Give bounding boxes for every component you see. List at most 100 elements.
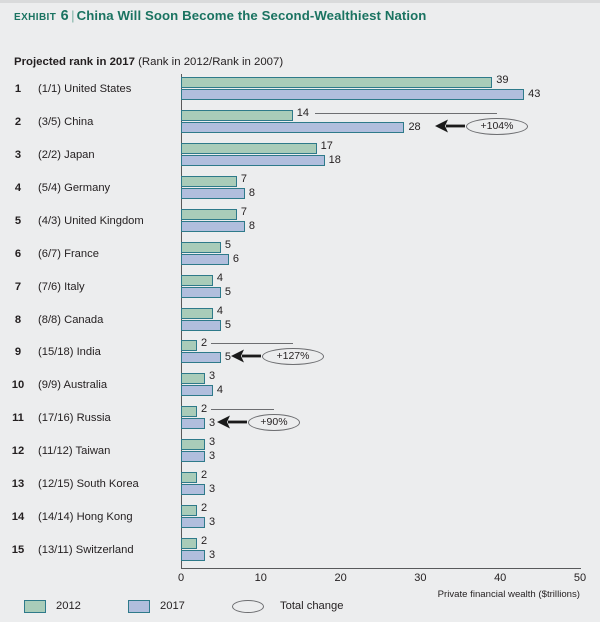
row-rank-number: 12 <box>11 445 25 458</box>
chart-row: 11 (17/16) Russia 2 3 +90% <box>0 403 600 436</box>
chart-row: 12 (11/12) Taiwan 3 3 <box>0 436 600 469</box>
row-rank-number: 10 <box>11 379 25 392</box>
row-historic-rank: (1/1) <box>38 83 62 95</box>
row-rank-number: 14 <box>11 511 25 524</box>
bar-2017 <box>181 154 325 166</box>
row-country-label: (17/16) Russia <box>38 412 111 424</box>
x-axis-tick-label: 50 <box>573 572 587 584</box>
row-historic-rank: (3/5) <box>38 115 62 128</box>
bar-2017 <box>181 121 405 133</box>
bar-value-2012: 4 <box>216 271 224 284</box>
row-country-label: (11/12) Taiwan <box>38 445 110 457</box>
bar-2017 <box>181 89 525 100</box>
annotation-leader-line <box>210 409 274 411</box>
row-country-name: South Korea <box>76 478 139 491</box>
bar-value-2017: 5 <box>224 351 232 364</box>
row-historic-rank: (8/8) <box>38 313 62 326</box>
row-rank-number: 3 <box>14 148 22 161</box>
row-rank-number: 11 <box>12 412 24 425</box>
bar-2012 <box>181 241 221 253</box>
title-separator: | <box>71 8 75 23</box>
row-rank-number: 1 <box>14 83 22 95</box>
row-country-label: (14/14) Hong Kong <box>38 511 133 523</box>
row-historic-rank: (4/3) <box>38 214 62 227</box>
chart-row: 1 (1/1) United States 39 43 <box>0 74 600 107</box>
bar-2017 <box>181 517 205 529</box>
chart-row: 8 (8/8) Canada 4 5 <box>0 305 600 338</box>
bar-2017 <box>181 253 229 265</box>
bar-value-2017: 8 <box>248 186 255 199</box>
row-historic-rank: (7/6) <box>38 280 62 293</box>
chart-row: 14 (14/14) Hong Kong 2 3 <box>0 502 600 535</box>
bar-2012 <box>181 109 293 121</box>
bar-value-2017: 18 <box>328 153 341 166</box>
row-country-label: (1/1) United States <box>38 83 131 95</box>
x-axis-tick-label: 30 <box>414 572 427 584</box>
total-change-annotation: +127% <box>262 348 324 366</box>
bar-2012 <box>181 373 205 385</box>
bar-value-2017: 6 <box>232 252 239 265</box>
bar-2017 <box>181 451 205 463</box>
bar-value-2017: 3 <box>208 516 216 529</box>
row-historic-rank: (14/14) <box>38 511 74 524</box>
chart-row: 2 (3/5) China 14 28 +104% <box>0 107 600 140</box>
bar-2012 <box>181 77 493 88</box>
bar-value-2012: 14 <box>296 106 309 119</box>
bar-value-2017: 3 <box>208 483 216 496</box>
row-historic-rank: (6/7) <box>38 247 62 260</box>
row-historic-rank: (9/9) <box>38 379 62 392</box>
legend-item-total-change: Total change <box>232 598 382 618</box>
legend-swatch-2017-icon <box>128 600 150 613</box>
row-historic-rank: (5/4) <box>38 181 62 194</box>
bar-2017 <box>181 484 205 496</box>
row-country-label: (2/2) Japan <box>38 149 95 161</box>
chart-row: 6 (6/7) France 5 6 <box>0 239 600 272</box>
bar-value-2012: 2 <box>200 403 208 416</box>
bar-2017 <box>181 385 213 397</box>
bar-2012 <box>181 340 197 352</box>
bar-value-2012: 7 <box>240 205 247 218</box>
bar-2017 <box>181 187 245 199</box>
row-country-label: (7/6) Italy <box>38 281 85 293</box>
row-country-name: Italy <box>64 280 85 293</box>
legend-label-total-change: Total change <box>280 600 344 612</box>
bar-2012 <box>181 439 205 451</box>
chart-row: 13 (12/15) South Korea 2 3 <box>0 469 600 502</box>
bar-value-2012: 2 <box>200 502 208 515</box>
chart-row: 5 (4/3) United Kingdom 7 8 <box>0 206 600 239</box>
legend-item-2012: 2012 <box>24 598 104 618</box>
bar-value-2017: 3 <box>208 417 216 430</box>
row-country-name: China <box>64 115 94 128</box>
bar-value-2012: 17 <box>320 139 333 152</box>
bar-value-2012: 7 <box>240 172 247 185</box>
row-country-label: (6/7) France <box>38 248 99 260</box>
bar-value-2012: 3 <box>208 436 216 449</box>
legend-ellipse-icon <box>232 600 264 613</box>
bar-value-2017: 28 <box>408 120 421 133</box>
row-country-name: France <box>64 247 99 260</box>
bar-2012 <box>181 307 213 319</box>
row-historic-rank: (12/15) <box>38 478 74 491</box>
chart-row: 9 (15/18) India 2 5 +127% <box>0 337 600 370</box>
legend-label-2012: 2012 <box>56 600 81 612</box>
row-country-name: United States <box>64 83 132 95</box>
total-change-annotation: +104% <box>466 117 528 135</box>
row-country-name: India <box>76 346 101 359</box>
row-country-name: Switzerland <box>75 544 134 557</box>
row-rank-number: 4 <box>14 181 22 194</box>
row-historic-rank: (17/16) <box>38 412 74 425</box>
chart-subtitle-secondary: (Rank in 2012/Rank in 2007) <box>138 56 284 68</box>
bar-value-2017: 3 <box>208 549 216 562</box>
x-axis-tick-label: 0 <box>177 572 185 584</box>
row-rank-number: 7 <box>14 280 22 293</box>
bar-2017 <box>181 286 221 298</box>
chart-subtitle: Projected rank in 2017 (Rank in 2012/Ran… <box>14 56 283 68</box>
legend-item-2017: 2017 <box>128 598 208 618</box>
x-axis-tick-label: 20 <box>334 572 347 584</box>
bar-value-2012: 2 <box>200 535 208 548</box>
row-rank-number: 9 <box>14 346 22 359</box>
bar-2012 <box>181 472 197 484</box>
bar-2012 <box>181 274 213 286</box>
chart-row: 15 (13/11) Switzerland 2 3 <box>0 535 600 568</box>
